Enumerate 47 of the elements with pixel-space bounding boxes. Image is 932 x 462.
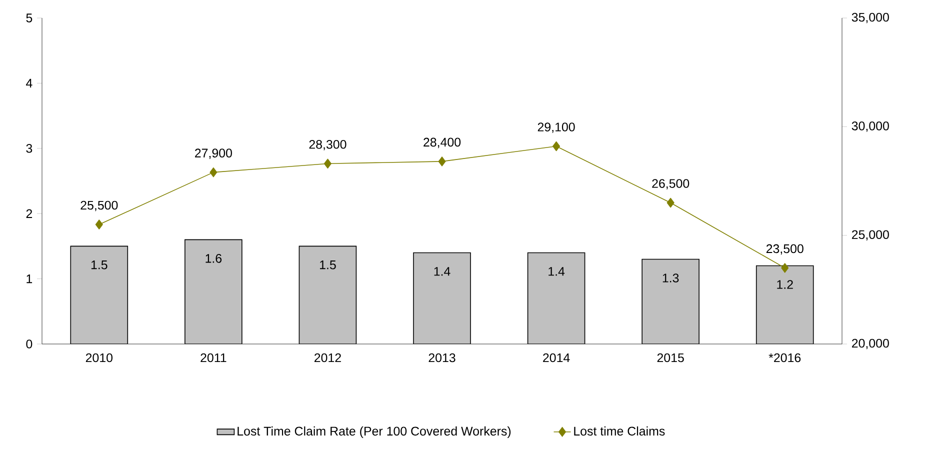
data-label: 25,500 bbox=[80, 200, 118, 212]
y-tick-label: 5 bbox=[26, 14, 32, 22]
legend-label: Lost time Claims bbox=[574, 426, 665, 436]
y2-tick-label: 35,000 bbox=[852, 12, 889, 24]
y-tick-label: 3 bbox=[26, 144, 32, 153]
x-tick-label: 2012 bbox=[314, 353, 341, 362]
point bbox=[552, 141, 560, 152]
data-label: 26,500 bbox=[652, 179, 690, 190]
data-label: 1.4 bbox=[434, 267, 450, 276]
bar bbox=[527, 252, 586, 344]
data-label: 28,400 bbox=[424, 138, 461, 148]
x-tick-label: 2013 bbox=[428, 353, 456, 362]
point bbox=[781, 263, 789, 273]
bar bbox=[298, 246, 357, 344]
y-tick-label: 0 bbox=[26, 340, 32, 348]
data-label: 1.5 bbox=[320, 260, 336, 270]
x-tick-label: 2015 bbox=[657, 353, 684, 362]
y2-tick-label: 30,000 bbox=[852, 122, 889, 132]
bar bbox=[70, 246, 128, 344]
bar bbox=[642, 258, 700, 344]
point bbox=[438, 156, 446, 166]
legend-label: Lost Time Claim Rate (Per 100 Covered Workers) bbox=[238, 426, 511, 438]
y-tick-label: 1 bbox=[26, 274, 32, 284]
bar bbox=[413, 252, 471, 344]
y-tick-label: 2 bbox=[26, 209, 32, 218]
data-label: 1.5 bbox=[91, 260, 108, 270]
point bbox=[324, 158, 332, 168]
data-label: 1.4 bbox=[548, 267, 565, 276]
data-label: 27,900 bbox=[195, 148, 232, 159]
x-tick-label: 2014 bbox=[543, 353, 570, 362]
point bbox=[95, 220, 103, 230]
y2-tick-label: 25,000 bbox=[852, 230, 889, 240]
y2-tick-label: 20,000 bbox=[852, 338, 889, 350]
data-label: 1.3 bbox=[662, 274, 679, 282]
data-label: 23,500 bbox=[766, 244, 804, 255]
point bbox=[210, 167, 218, 178]
point bbox=[666, 198, 674, 208]
x-tick-label: *2016 bbox=[768, 353, 801, 362]
data-label: 29,100 bbox=[538, 122, 575, 133]
bar bbox=[756, 265, 814, 344]
bar bbox=[184, 239, 242, 344]
y-tick-label: 4 bbox=[26, 78, 32, 88]
x-tick-label: 2010 bbox=[86, 353, 112, 362]
data-label: 1.6 bbox=[206, 254, 222, 263]
data-label: 1.2 bbox=[777, 280, 793, 289]
x-tick-label: 2011 bbox=[200, 353, 226, 362]
data-label: 28,300 bbox=[309, 140, 346, 150]
